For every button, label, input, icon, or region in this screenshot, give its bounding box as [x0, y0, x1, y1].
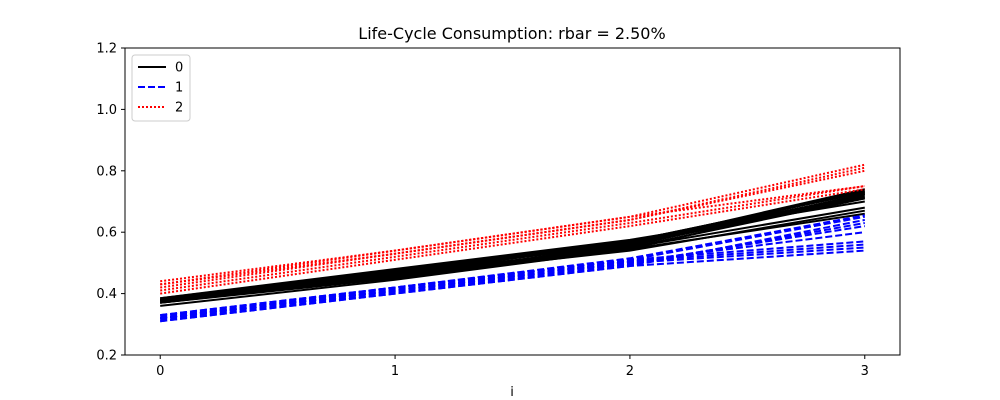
legend-label-1: 1 [175, 81, 183, 96]
series-1-line-8 [160, 243, 865, 318]
x-axis-label: i [510, 385, 514, 400]
y-tick-label: 0.4 [96, 287, 117, 302]
y-tick-label: 0.6 [96, 226, 117, 241]
legend-label-0: 0 [175, 61, 183, 76]
series-1-line-9 [160, 214, 865, 320]
series-2-line-5 [160, 185, 865, 286]
y-tick-label: 0.8 [96, 164, 117, 179]
x-tick-label: 1 [391, 364, 399, 379]
axes: 0 1 2 3 0.2 0.4 0.6 0.8 1.0 1.2 [96, 42, 901, 379]
plot-frame [124, 47, 901, 356]
x-tick-label: 2 [626, 364, 634, 379]
x-tick-label: 0 [156, 364, 164, 379]
y-tick-label: 0.2 [96, 349, 117, 364]
series-0-line-13 [160, 192, 866, 303]
series-1-line-5 [160, 215, 865, 317]
plot-lines [160, 163, 866, 323]
series-1-line-7 [160, 222, 865, 321]
series-2-line-2 [160, 185, 865, 292]
x-tick-label: 3 [861, 364, 869, 379]
legend-label-2: 2 [175, 101, 183, 116]
legend: 0 1 2 [131, 54, 191, 122]
y-tick-label: 1.0 [96, 103, 117, 118]
chart-title: Life-Cycle Consumption: rbar = 2.50% [358, 24, 665, 43]
y-tick-label: 1.2 [96, 42, 117, 57]
series-2-line-3 [160, 188, 865, 295]
